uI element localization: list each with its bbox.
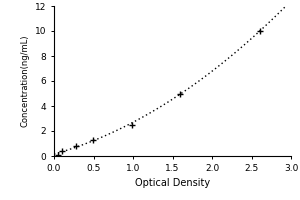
X-axis label: Optical Density: Optical Density (135, 178, 210, 188)
Y-axis label: Concentration(ng/mL): Concentration(ng/mL) (20, 35, 29, 127)
